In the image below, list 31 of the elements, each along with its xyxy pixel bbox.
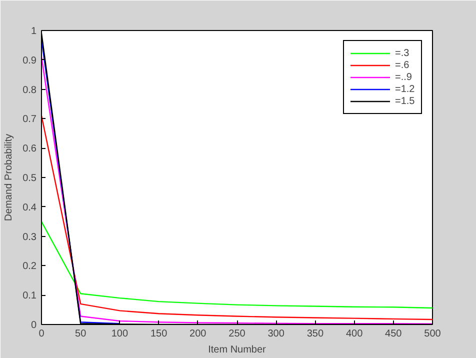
y-tick-label: 0.2 xyxy=(22,261,37,272)
x-tick-label: 450 xyxy=(385,328,402,340)
x-tick-label: 50 xyxy=(75,328,87,340)
y-tick-label: 0.9 xyxy=(22,55,37,66)
y-tick-label: 0.6 xyxy=(22,144,37,155)
y-tick-label: 0.1 xyxy=(22,290,37,302)
y-tick-label: 0.3 xyxy=(22,232,37,243)
x-axis-title: Item Number xyxy=(208,344,267,356)
line-series xyxy=(42,221,432,309)
y-tick-label: 0.7 xyxy=(22,114,37,126)
line-series xyxy=(42,115,432,320)
legend-label: =.6 xyxy=(395,59,410,71)
x-tick-label: 350 xyxy=(306,328,324,340)
x-tick-label: 0 xyxy=(38,328,45,340)
legend-label: =..9 xyxy=(395,71,413,83)
y-tick-label: 0.4 xyxy=(22,202,37,214)
x-tick-label: 250 xyxy=(228,328,246,340)
y-axis-title: Demand Probability xyxy=(4,134,15,222)
legend-label: =.3 xyxy=(395,47,410,59)
legend-label: =1.2 xyxy=(395,83,415,95)
x-tick-label: 150 xyxy=(150,328,168,340)
y-tick-label: 0.8 xyxy=(22,84,37,96)
y-tick-label: 0.5 xyxy=(22,173,37,184)
x-tick-label: 400 xyxy=(346,328,364,340)
x-tick-label: 500 xyxy=(424,328,442,340)
legend-label: =1.5 xyxy=(395,95,415,107)
x-tick-label: 300 xyxy=(268,328,285,340)
x-tick-label: 100 xyxy=(111,328,128,340)
x-tick-label: 200 xyxy=(190,328,207,340)
y-tick-label: 1 xyxy=(30,26,37,37)
y-tick-label: 0 xyxy=(30,320,37,331)
